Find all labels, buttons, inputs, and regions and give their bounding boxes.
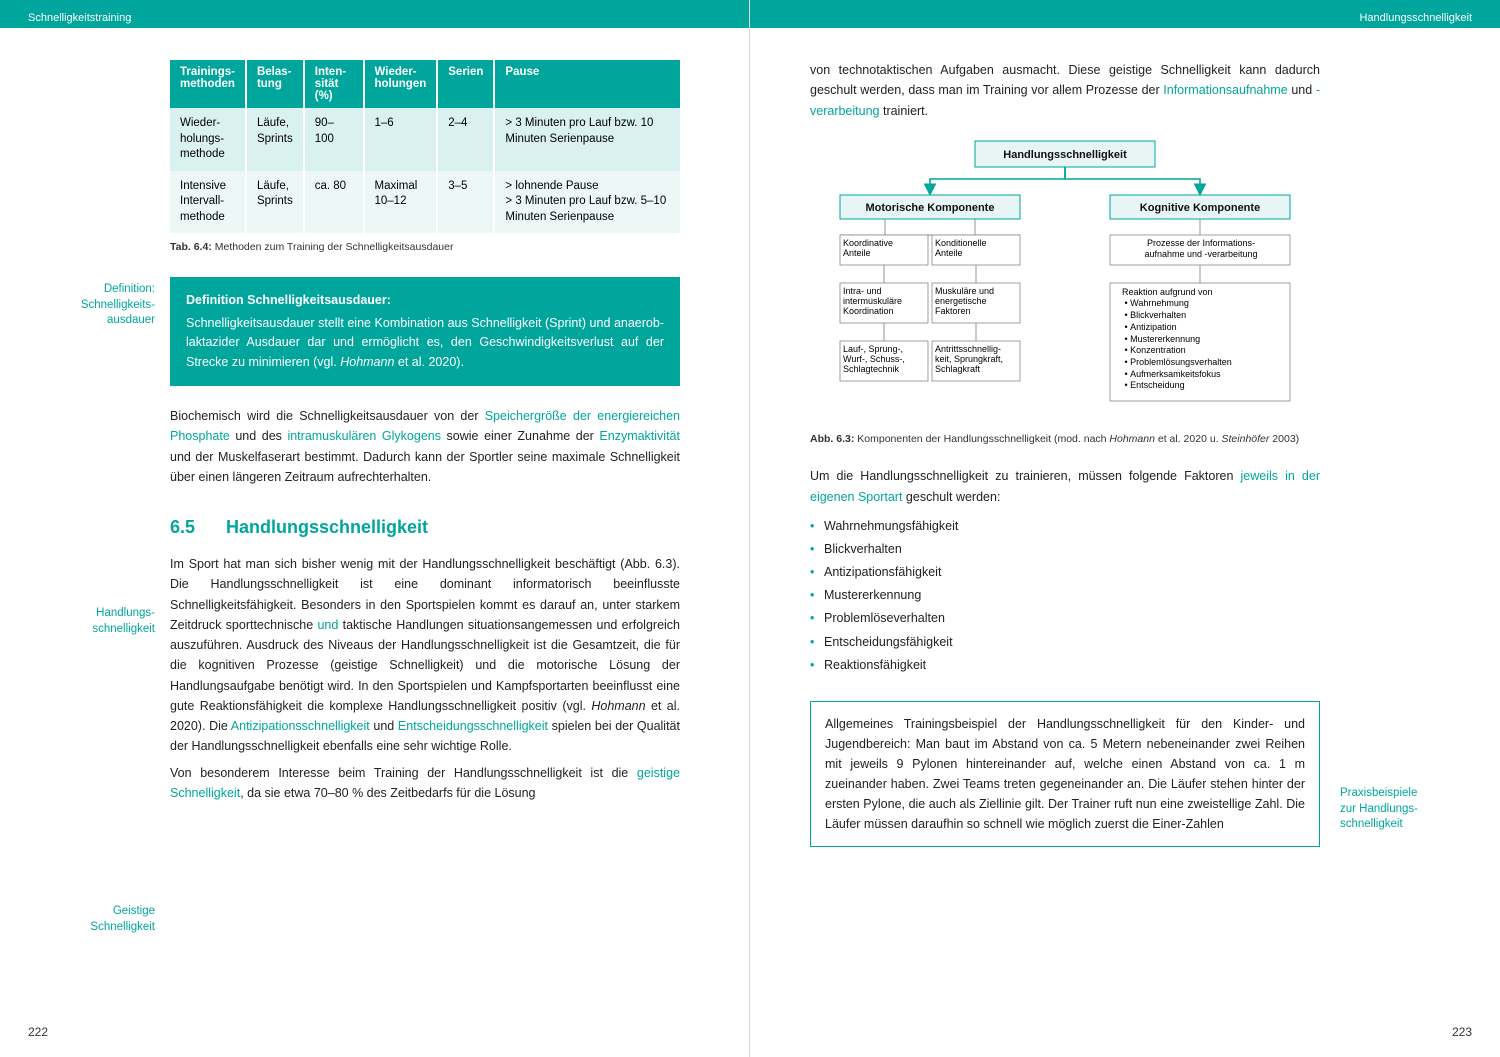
factor-item: Blickverhalten [810,538,1320,561]
table-header: Belas-tung [246,60,304,108]
svg-text:Motorische Komponente: Motorische Komponente [866,202,995,214]
definition-body: Schnelligkeitsausdauer stellt eine Kombi… [186,316,664,369]
table-cell: 1–6 [364,108,438,171]
factors-list: WahrnehmungsfähigkeitBlickverhaltenAntiz… [810,515,1320,677]
page-number-left: 222 [28,1025,48,1039]
factor-item: Reaktionsfähigkeit [810,654,1320,677]
section-title: Handlungsschnelligkeit [226,517,428,537]
caption-label: Tab. 6.4: [170,241,212,253]
biochem-paragraph: Biochemisch wird die Schnelligkeitsausda… [170,406,680,487]
definition-title: Definition Schnelligkeitsausdauer: [186,291,664,310]
table-cell: Läufe,Sprints [246,171,304,234]
table-row: Wieder-holungs-methodeLäufe,Sprints90–10… [170,108,680,171]
table-cell: > 3 Minuten pro Lauf bzw. 10 Minuten Ser… [494,108,680,171]
factor-item: Wahrnehmungsfähigkeit [810,515,1320,538]
factor-item: Antizipationsfähigkeit [810,561,1320,584]
margin-note-praxis: Praxisbeispielezur Handlungs-schnelligke… [1340,786,1460,833]
table-cell: ca. 80 [304,171,364,234]
hs-paragraph-1: Im Sport hat man sich bisher wenig mit d… [170,554,680,757]
factors-intro: Um die Handlungsschnelligkeit zu trainie… [810,466,1320,507]
table-caption: Tab. 6.4: Methoden zum Training der Schn… [170,241,680,255]
section-number: 6.5 [170,517,226,538]
training-methods-table: Trainings-methodenBelas-tungInten-sität … [170,60,680,233]
svg-text:Kognitive Komponente: Kognitive Komponente [1140,202,1260,214]
running-head-right: Handlungsschnelligkeit [750,0,1500,28]
table-cell: Wieder-holungs-methode [170,108,246,171]
table-header: Pause [494,60,680,108]
factor-item: Problemlöseverhalten [810,607,1320,630]
running-head-text: Handlungsschnelligkeit [1359,12,1472,24]
margin-note-gs: GeistigeSchnelligkeit [35,904,155,935]
margin-note-definition: Definition:Schnelligkeits-ausdauer [35,282,155,329]
figure-caption-label: Abb. 6.3: [810,433,854,445]
table-cell: Läufe,Sprints [246,108,304,171]
table-header: Wieder-holungen [364,60,438,108]
factor-item: Mustererkennung [810,584,1320,607]
book-spread: Schnelligkeitstraining Trainings-methode… [0,0,1500,1057]
hs-paragraph-2: Von besonderem Interesse beim Training d… [170,763,680,804]
running-head-left: Schnelligkeitstraining [0,0,749,28]
page-left: Schnelligkeitstraining Trainings-methode… [0,0,750,1057]
svg-text:Handlungsschnelligkeit: Handlungsschnelligkeit [1003,149,1127,161]
figure-caption: Abb. 6.3: Komponenten der Handlungsschne… [810,433,1320,447]
running-head-text: Schnelligkeitstraining [28,12,131,24]
table-header: Inten-sität (%) [304,60,364,108]
page-right: Handlungsschnelligkeit von technotaktisc… [750,0,1500,1057]
right-content: von technotaktischen Aufgaben ausmacht. … [810,60,1320,1017]
left-content: Trainings-methodenBelas-tungInten-sität … [170,60,680,1017]
table-header: Serien [437,60,494,108]
table-cell: 90–100 [304,108,364,171]
table-header: Trainings-methoden [170,60,246,108]
table-cell: > lohnende Pause> 3 Minuten pro Lauf bzw… [494,171,680,234]
praxis-example-box: Allgemeines Trainingsbeispiel der Handlu… [810,701,1320,847]
page-number-right: 223 [1452,1025,1472,1039]
factor-item: Entscheidungsfähigkeit [810,631,1320,654]
table-cell: IntensiveIntervall-methode [170,171,246,234]
table-row: IntensiveIntervall-methodeLäufe,Sprintsc… [170,171,680,234]
margin-note-hs: Handlungs-schnelligkeit [35,606,155,637]
figure-caption-text: Komponenten der Handlungsschnelligkeit (… [857,433,1299,445]
table-cell: 2–4 [437,108,494,171]
section-heading: 6.5Handlungsschnelligkeit [170,517,680,538]
hs-diagram: Handlungsschnelligkeit Motorische Kompon… [810,135,1320,425]
table-cell: Maximal10–12 [364,171,438,234]
definition-box: Definition Schnelligkeitsausdauer: Schne… [170,277,680,387]
caption-text: Methoden zum Training der Schnelligkeits… [215,241,454,253]
table-cell: 3–5 [437,171,494,234]
continuation-paragraph: von technotaktischen Aufgaben ausmacht. … [810,60,1320,121]
